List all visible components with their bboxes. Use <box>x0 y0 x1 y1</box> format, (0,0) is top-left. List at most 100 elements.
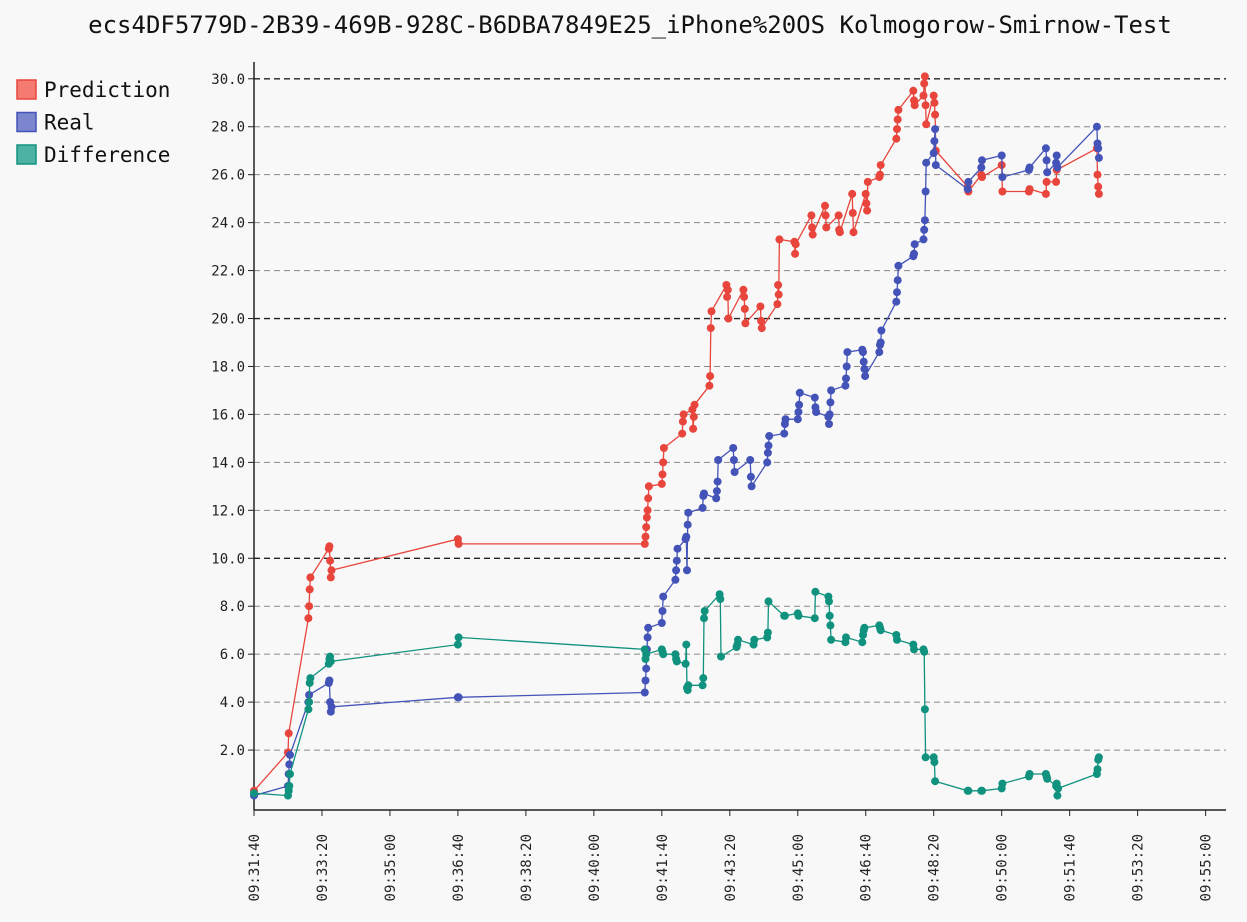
data-point <box>644 482 653 491</box>
data-point <box>304 705 313 714</box>
data-point <box>306 674 315 683</box>
data-point <box>848 189 857 198</box>
data-point <box>756 302 765 311</box>
y-tick-label: 12.0 <box>211 503 245 519</box>
data-point <box>1093 765 1102 774</box>
data-point <box>763 628 772 637</box>
data-point <box>849 228 858 237</box>
data-point <box>910 249 918 258</box>
legend-swatch <box>16 144 37 165</box>
data-point <box>843 348 852 357</box>
data-point <box>893 288 901 297</box>
data-point <box>998 187 1007 196</box>
x-tick-label: 09:55:00 <box>1199 834 1215 901</box>
data-point <box>822 223 831 232</box>
data-point <box>284 729 293 738</box>
data-point <box>689 412 698 421</box>
data-point <box>305 602 314 611</box>
y-tick-labels: 2.0 4.0 6.0 8.0 10.0 12.0 14.0 16.0 18.0 20.0 22.0… <box>211 72 245 759</box>
data-point <box>894 261 903 270</box>
data-point <box>848 209 857 217</box>
data-point <box>964 177 973 186</box>
data-point <box>931 125 940 134</box>
data-point <box>859 357 868 366</box>
data-point <box>893 125 901 134</box>
data-point <box>842 362 851 371</box>
data-point <box>1052 177 1061 186</box>
data-point <box>860 623 869 632</box>
data-point <box>929 149 938 158</box>
data-point <box>1041 189 1050 198</box>
data-point <box>861 189 870 198</box>
data-point <box>1025 185 1034 194</box>
data-point <box>827 635 836 644</box>
data-point <box>922 158 931 167</box>
data-point <box>678 417 687 426</box>
data-point <box>1043 168 1052 177</box>
y-tick-label: 6.0 <box>220 647 245 663</box>
chart-legend: Prediction Real Difference <box>16 78 170 167</box>
data-point <box>834 211 843 220</box>
x-tick-label: 09:40:00 <box>587 834 603 901</box>
data-point <box>795 400 804 409</box>
y-tick-label: 24.0 <box>211 216 245 232</box>
data-point <box>454 633 463 642</box>
data-point <box>876 161 885 170</box>
data-point <box>780 611 789 620</box>
data-point <box>684 681 693 690</box>
data-point <box>739 285 748 294</box>
data-point <box>327 566 336 575</box>
data-point <box>821 201 829 210</box>
data-point <box>1092 122 1101 131</box>
data-point <box>672 566 681 575</box>
data-point <box>929 91 938 100</box>
data-point <box>863 206 872 215</box>
data-point <box>325 542 334 551</box>
data-point <box>642 523 651 532</box>
data-point <box>712 487 721 496</box>
data-point <box>700 489 708 498</box>
x-tick-label: 09:53:20 <box>1131 834 1147 901</box>
data-point <box>700 607 709 615</box>
data-point <box>671 575 680 584</box>
data-point <box>921 101 930 110</box>
y-tick-label: 14.0 <box>211 455 245 471</box>
data-point <box>876 626 885 635</box>
data-point <box>729 444 738 452</box>
data-point <box>893 115 902 124</box>
data-point <box>841 381 850 390</box>
data-point <box>774 290 783 299</box>
data-point <box>453 640 462 649</box>
data-point <box>894 105 903 114</box>
data-point <box>1094 153 1103 162</box>
data-point <box>641 532 650 541</box>
data-point <box>712 494 721 503</box>
data-point <box>657 619 666 627</box>
series-real <box>250 122 1103 800</box>
data-point <box>682 640 691 649</box>
y-tick-label: 28.0 <box>211 120 245 136</box>
data-point <box>977 163 986 172</box>
data-point <box>763 448 772 457</box>
x-tick-label: 09:50:00 <box>995 834 1011 901</box>
x-tick-label: 09:41:40 <box>655 834 671 901</box>
chart-axes <box>248 62 1226 816</box>
series-line <box>253 76 1100 792</box>
legend-label: Difference <box>44 143 170 167</box>
data-point <box>286 750 294 759</box>
data-point <box>690 400 699 409</box>
data-point <box>893 635 901 644</box>
data-point <box>454 693 463 702</box>
data-point <box>773 300 782 309</box>
data-point <box>1053 791 1062 800</box>
data-point <box>998 779 1007 788</box>
data-point <box>305 698 314 707</box>
data-point <box>729 456 738 464</box>
data-point <box>808 223 817 232</box>
data-point <box>919 91 928 100</box>
data-point <box>1042 177 1051 186</box>
data-point <box>643 633 652 642</box>
data-point <box>716 595 725 603</box>
data-point <box>859 348 867 357</box>
y-tick-label: 22.0 <box>211 264 245 280</box>
